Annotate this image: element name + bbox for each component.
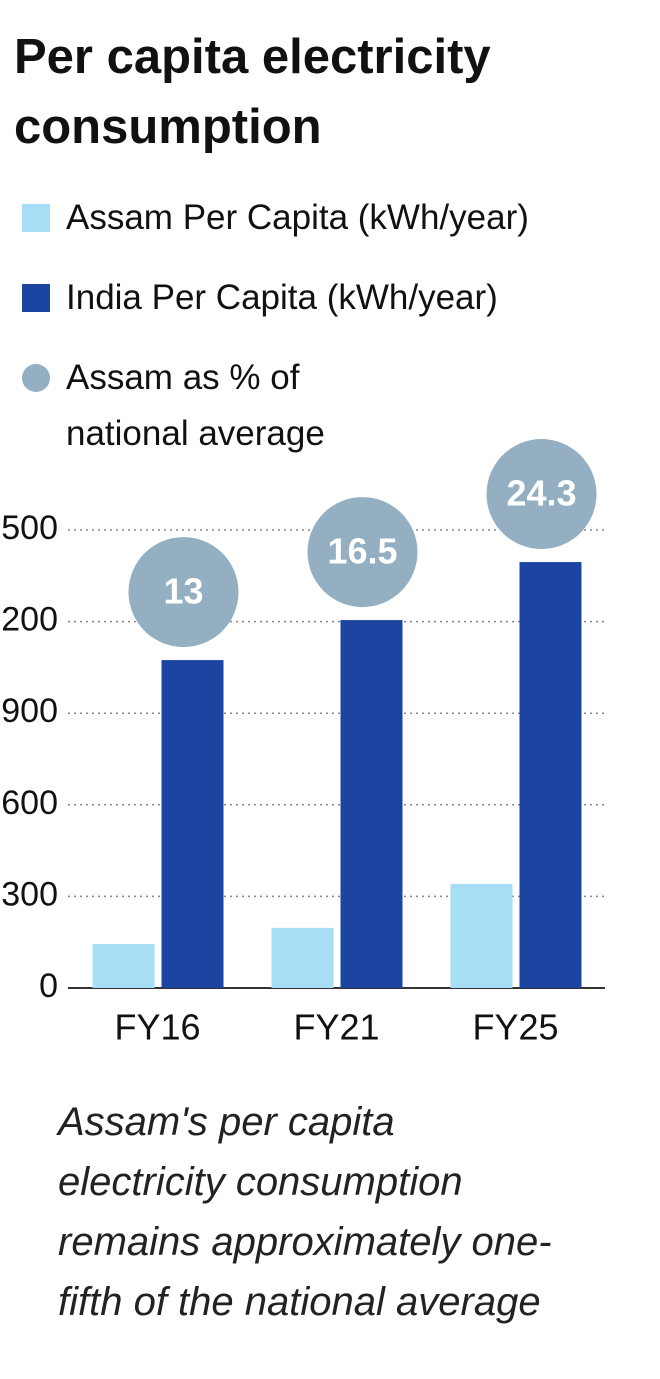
x-tick-label: FY16: [114, 1007, 200, 1048]
share-bubble: [128, 537, 239, 648]
y-tick-label: 300: [1, 875, 58, 913]
bar: [161, 660, 224, 988]
bar: [92, 944, 155, 988]
legend-label: India Per Capita (kWh/year): [66, 278, 498, 317]
legend-swatch: [22, 204, 50, 232]
legend-item: India Per Capita (kWh/year): [22, 270, 642, 326]
legend-swatch: [22, 364, 50, 392]
share-label: 13: [163, 571, 203, 612]
y-tick-label: 900: [1, 692, 58, 730]
y-tick-label: 1,200: [0, 601, 58, 639]
y-tick-label: 600: [1, 784, 58, 822]
bar: [450, 883, 513, 988]
y-tick-label: 0: [39, 967, 58, 1005]
share-bubble: [486, 439, 597, 550]
legend-item: Assam as % of national average: [22, 350, 642, 462]
note: Assam's per capita electricity consumpti…: [58, 1100, 552, 1324]
legend-label: Assam as % of national average: [66, 358, 325, 453]
x-tick-label: FY21: [293, 1007, 379, 1048]
x-tick-label: FY25: [472, 1007, 558, 1048]
chart-title: Per capita electricity consumption: [14, 30, 491, 154]
share-label: 16.5: [327, 531, 397, 572]
legend-swatch: [22, 284, 50, 312]
share-bubble: [307, 497, 418, 608]
legend-item: Assam Per Capita (kWh/year): [22, 190, 642, 246]
bar: [519, 562, 582, 988]
y-tick-label: 1,500: [0, 509, 58, 547]
legend-label: Assam Per Capita (kWh/year): [66, 198, 529, 237]
share-label: 24.3: [506, 473, 576, 514]
bar: [340, 620, 403, 988]
bar: [271, 927, 334, 988]
